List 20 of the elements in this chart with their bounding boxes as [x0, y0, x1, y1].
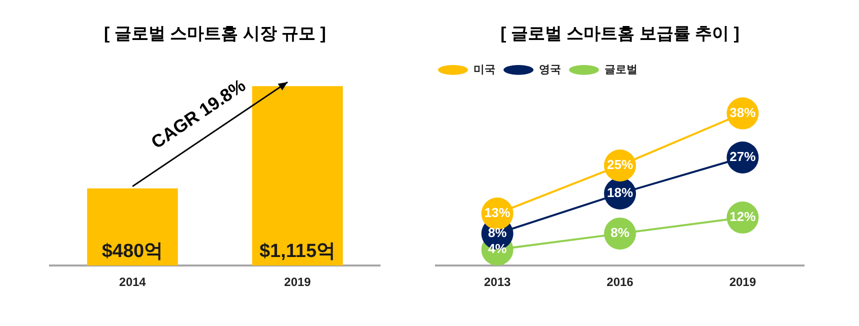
- x-tick-label: 2019: [729, 275, 756, 290]
- chart-title: [ 글로벌 스마트홈 보급률 추이 ]: [500, 24, 740, 43]
- data-label: $1,115억: [259, 240, 336, 262]
- data-label: 27%: [730, 149, 756, 164]
- data-label: 8%: [610, 225, 630, 240]
- data-label: 12%: [730, 209, 756, 224]
- data-label: 13%: [484, 205, 511, 220]
- x-tick-label: 2014: [119, 275, 146, 290]
- data-label: $480억: [102, 240, 164, 262]
- data-label: 8%: [488, 225, 508, 240]
- x-tick-label: 2013: [484, 275, 512, 290]
- x-tick-label: 2016: [606, 275, 634, 290]
- data-label: 38%: [730, 105, 756, 120]
- legend-label: 영국: [539, 64, 561, 76]
- chart-title: [ 글로벌 스마트홈 시장 규모 ]: [104, 24, 326, 43]
- legend-label: 미국: [474, 64, 496, 76]
- data-label: 25%: [606, 157, 634, 172]
- data-label: 18%: [606, 185, 634, 200]
- legend-label: 글로벌: [604, 64, 638, 76]
- x-tick-label: 2019: [284, 275, 312, 290]
